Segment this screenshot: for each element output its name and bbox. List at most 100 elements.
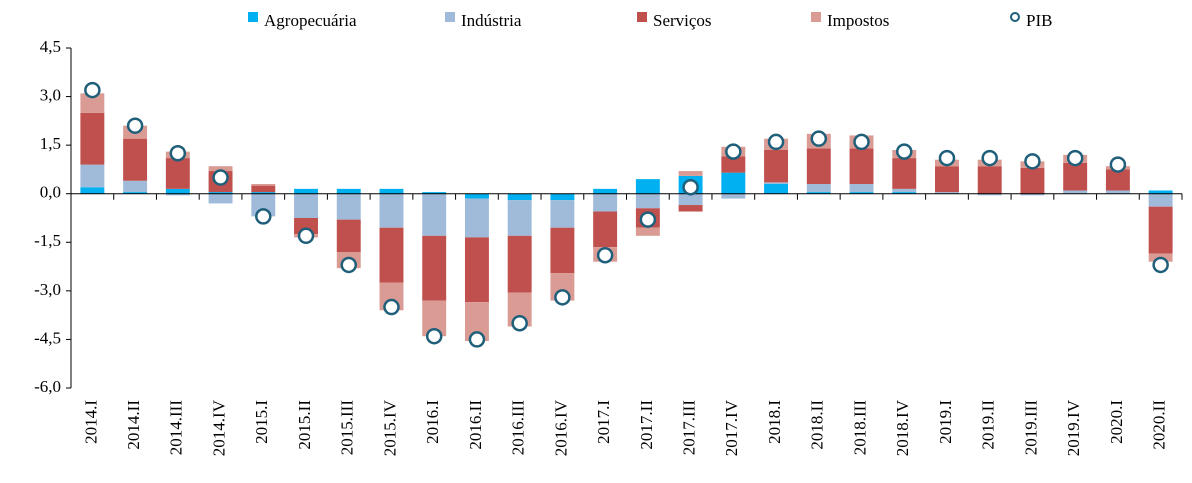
x-tick-label: 2016.III [509,400,528,456]
x-tick-label: 2015.IV [380,399,399,456]
bar-segment [635,179,660,194]
bar-segment [806,148,831,184]
legend-swatch [248,12,258,22]
bar-segment [892,188,917,193]
bar-segment [208,193,233,204]
bar-segment [721,193,746,199]
bar-segment [721,156,746,173]
bar-segment [507,193,532,201]
y-tick-label: 4,5 [40,37,61,56]
x-tick-label: 2015.II [295,400,314,450]
bar-segment [764,182,789,184]
bar-segment [764,184,789,194]
bar-segment [464,198,489,238]
bar-segment [977,193,1002,196]
bar-segment [764,150,789,183]
x-tick-label: 2020.I [1107,400,1126,444]
x-tick-label: 2014.I [81,400,100,444]
legend-swatch [637,12,647,22]
bar-segment [123,180,148,193]
bar-segment [336,219,361,252]
x-tick-label: 2014.III [167,400,186,456]
bar-segment [849,184,874,193]
bar-segment [336,188,361,194]
y-tick-label: 3,0 [40,85,61,104]
bar-segment [1063,190,1088,194]
bar-segment [892,158,917,189]
pib-marker [169,144,187,162]
bar-segment [379,188,404,194]
pib-marker [212,169,229,186]
x-tick-label: 2018.II [808,400,827,450]
bar-segment [806,192,831,194]
bar-segment [379,193,404,228]
bar-segment [849,192,874,194]
legend-label: Serviços [653,11,712,30]
bar-segment [550,200,575,228]
x-tick-label: 2018.I [765,400,784,444]
pib-marker [511,314,528,332]
bar-segment [635,193,660,209]
bar-segment [208,166,233,172]
x-tick-label: 2015.I [252,400,271,444]
y-tick-label: -4,5 [34,328,61,347]
pib-marker [126,117,144,134]
pib-marker [1152,256,1169,274]
bar-segment [251,192,276,194]
bar-segment [80,164,105,188]
bar-segment [935,166,959,193]
legend-label: Agropecuária [264,11,357,30]
bar-segment [593,193,618,212]
pib-marker [938,149,956,167]
x-tick-label: 2019.I [936,400,955,444]
bar-segment [208,192,233,194]
pib-marker [255,208,272,225]
pib-marker [596,246,614,264]
pib-marker [767,133,785,151]
y-tick-label: 0,0 [40,183,61,202]
pib-marker [554,289,571,306]
bar-segment [294,193,318,218]
bar-segment [165,193,190,196]
x-tick-label: 2020.II [1150,400,1169,450]
bar-segment [251,185,276,193]
bar-segment [1148,193,1173,207]
x-tick-label: 2015.III [338,400,357,456]
x-tick-label: 2017.III [680,400,699,456]
pib-marker [1024,153,1041,170]
pib-marker [468,331,486,348]
bar-segment [635,227,660,236]
bar-segment [1105,169,1130,191]
bar-segment [892,192,917,194]
bar-segment [422,300,447,337]
y-tick-label: -1,5 [34,231,61,250]
bar-segment [422,193,447,236]
bar-segment [593,188,618,194]
pib-marker [340,256,357,274]
x-tick-label: 2017.I [594,400,613,444]
bar-segment [507,200,532,236]
bar-segment [1148,206,1173,254]
pib-marker [682,178,699,196]
pib-marker [1109,156,1127,173]
bar-segment [550,193,575,201]
pib-marker [725,143,742,160]
bar-segment [422,192,447,194]
bar-segment [251,184,276,186]
x-tick-label: 2018.III [850,400,869,456]
x-tick-label: 2016.IV [551,399,570,456]
bar-segment [849,148,874,184]
bar-segment [721,172,746,194]
bar-segment [464,193,489,199]
y-tick-label: 1,5 [40,134,61,153]
pib-marker [853,133,870,151]
pib-marker [383,298,400,316]
x-tick-label: 2019.III [1021,400,1040,456]
bar-segment [678,171,703,176]
legend-label: Indústria [461,11,522,30]
bar-segment [1105,190,1130,194]
legend-swatch [811,12,821,22]
bar-segment [935,192,959,194]
pib-marker [425,327,443,345]
